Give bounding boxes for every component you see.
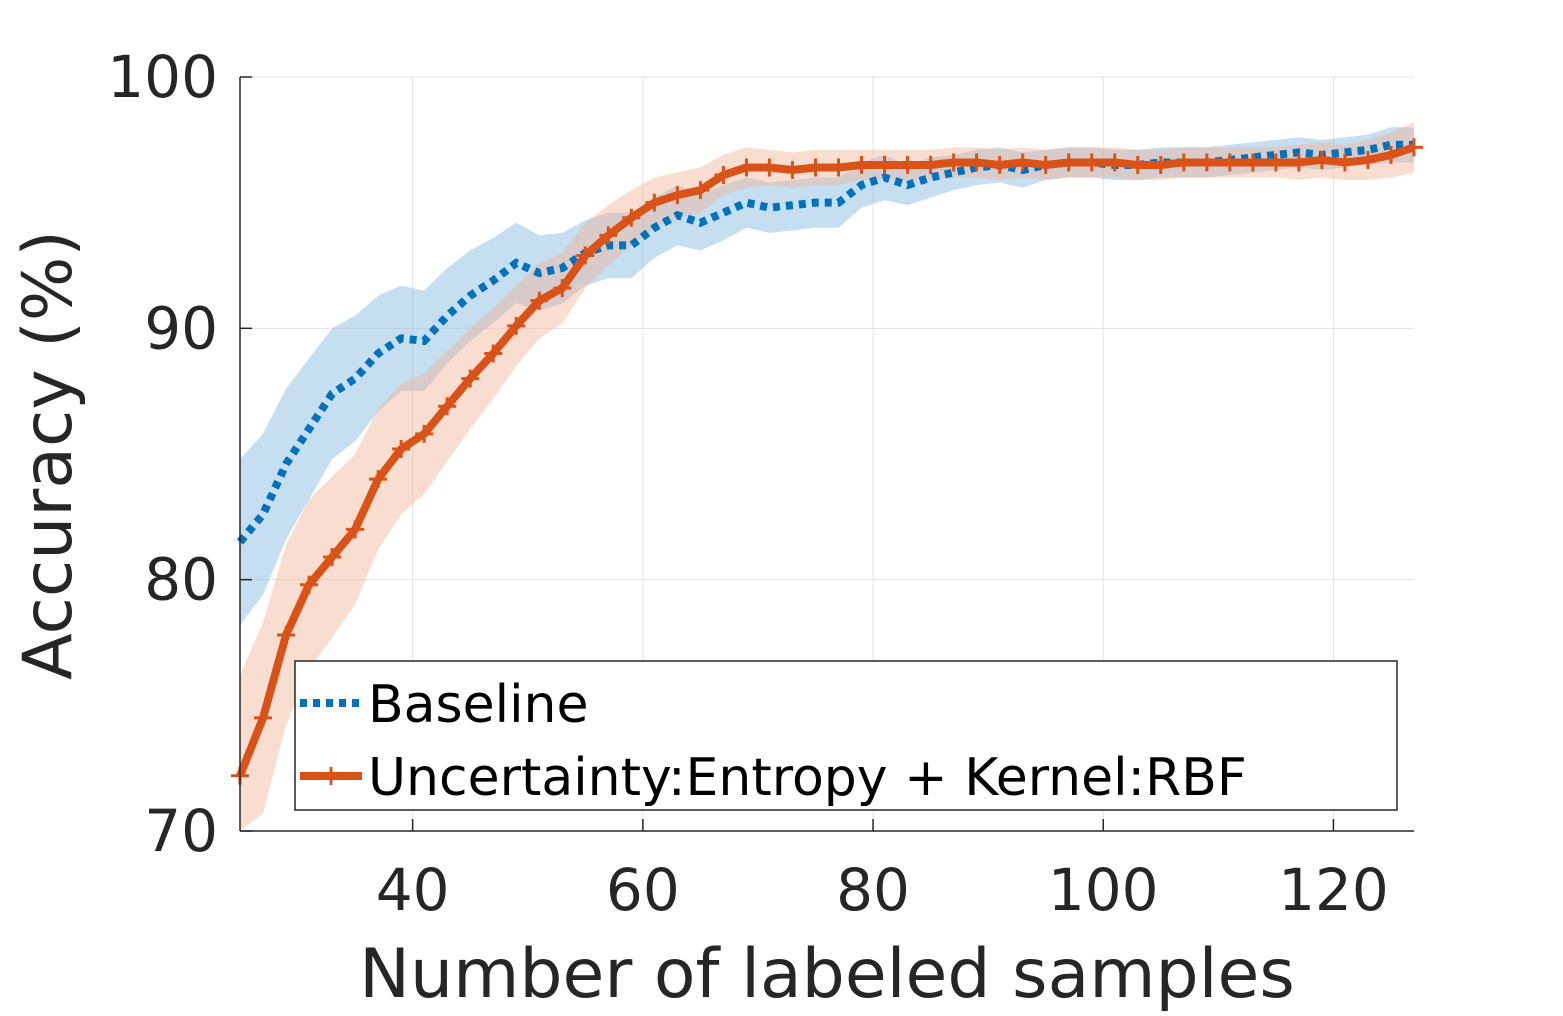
legend-sample-entropy-rbf bbox=[300, 767, 362, 785]
data-point-marker bbox=[599, 226, 618, 245]
data-point-marker bbox=[576, 246, 595, 265]
x-tick-label: 100 bbox=[1048, 856, 1159, 924]
data-point-marker bbox=[1082, 153, 1101, 172]
data-point-marker bbox=[1243, 153, 1262, 172]
data-point-marker bbox=[1405, 138, 1423, 157]
y-axis-label: Accuracy (%) bbox=[9, 230, 88, 680]
x-axis-label: Number of labeled samples bbox=[359, 935, 1295, 1014]
x-tick-label: 60 bbox=[606, 856, 680, 924]
data-point-marker bbox=[1197, 153, 1216, 172]
data-point-marker bbox=[277, 625, 296, 644]
x-tick-label: 120 bbox=[1278, 856, 1389, 924]
data-point-marker bbox=[967, 153, 986, 172]
data-point-marker bbox=[461, 369, 480, 388]
data-point-marker bbox=[1266, 153, 1285, 172]
data-point-marker bbox=[1174, 153, 1193, 172]
data-point-marker bbox=[944, 153, 963, 172]
legend-box bbox=[294, 660, 1398, 811]
data-point-marker bbox=[691, 181, 710, 200]
data-point-marker bbox=[530, 291, 549, 310]
data-point-marker bbox=[622, 208, 641, 227]
y-tick-label: 100 bbox=[107, 43, 218, 111]
data-point-marker bbox=[990, 155, 1009, 174]
data-point-marker bbox=[645, 193, 664, 212]
data-point-marker bbox=[1289, 153, 1308, 172]
axes bbox=[239, 76, 1414, 832]
series-lines bbox=[231, 138, 1423, 785]
data-point-marker bbox=[507, 316, 526, 335]
data-point-marker bbox=[1358, 150, 1377, 169]
data-point-marker bbox=[346, 520, 365, 539]
data-point-marker bbox=[1036, 155, 1055, 174]
data-point-marker bbox=[760, 158, 779, 177]
confidence-band-0 bbox=[240, 127, 1414, 625]
data-point-marker bbox=[323, 548, 342, 567]
data-point-marker bbox=[806, 158, 825, 177]
legend: Baseline Uncertainty:Entropy + Kernel:RB… bbox=[294, 660, 1398, 811]
x-tick-label: 40 bbox=[376, 856, 450, 924]
data-point-marker bbox=[1151, 155, 1170, 174]
data-point-marker bbox=[921, 155, 940, 174]
data-point-marker bbox=[392, 439, 411, 458]
data-point-marker bbox=[1220, 153, 1239, 172]
data-point-marker bbox=[829, 158, 848, 177]
data-point-marker bbox=[1381, 145, 1400, 164]
tick-labels: 40 60 80 100 120 70 80 90 100 bbox=[107, 43, 1389, 924]
data-point-marker bbox=[898, 155, 917, 174]
data-point-marker bbox=[254, 708, 273, 727]
x-tick-label: 80 bbox=[836, 856, 910, 924]
data-point-marker bbox=[1128, 155, 1147, 174]
y-tick-label: 80 bbox=[144, 546, 218, 614]
data-point-marker bbox=[668, 186, 687, 205]
data-point-marker bbox=[300, 575, 319, 594]
data-point-marker bbox=[1335, 153, 1354, 172]
data-point-marker bbox=[1013, 153, 1032, 172]
data-point-marker bbox=[737, 158, 756, 177]
data-point-marker bbox=[415, 424, 434, 443]
data-point-marker bbox=[438, 397, 457, 416]
legend-label-baseline: Baseline bbox=[368, 675, 588, 735]
data-point-marker bbox=[369, 470, 388, 489]
y-tick-label: 90 bbox=[144, 294, 218, 362]
data-point-marker bbox=[1105, 153, 1124, 172]
y-tick-label: 70 bbox=[144, 797, 218, 865]
series-line-entropy-rbf bbox=[236, 143, 1416, 778]
legend-label-entropy-rbf: Uncertainty:Entropy + Kernel:RBF bbox=[368, 748, 1247, 808]
data-point-marker bbox=[1059, 153, 1078, 172]
data-point-marker bbox=[484, 344, 503, 363]
data-point-marker bbox=[875, 155, 894, 174]
data-point-marker bbox=[783, 160, 802, 179]
data-point-marker bbox=[553, 279, 572, 298]
data-point-marker bbox=[852, 155, 871, 174]
data-point-marker bbox=[1312, 150, 1331, 169]
data-point-marker bbox=[714, 166, 733, 185]
